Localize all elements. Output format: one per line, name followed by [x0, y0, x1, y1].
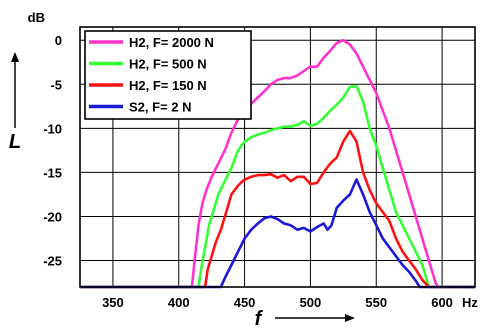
legend-label-2: H2, F= 500 N [129, 57, 207, 72]
legend: H2, F= 2000 N H2, F= 500 N H2, F= 150 N S2,… [84, 30, 252, 120]
axis-labels: fL [9, 52, 355, 329]
x-tick-label: 550 [365, 295, 387, 310]
legend-label-4: S2, F= 2 N [129, 100, 192, 115]
series-line-1 [80, 38, 475, 289]
y-axis-arrowhead [11, 52, 19, 62]
y-tick-label: -10 [43, 121, 62, 136]
x-tick-label: 500 [300, 295, 322, 310]
series-line-2 [80, 84, 475, 289]
y-tick-label: -15 [43, 165, 62, 180]
x-tick-label: 350 [102, 295, 124, 310]
x-tick-label: 400 [168, 295, 190, 310]
plot-frame [79, 26, 476, 288]
series-line-4 [80, 178, 475, 289]
y-tick-label: -20 [43, 209, 62, 224]
y-axis-label: L [9, 131, 21, 153]
series-line-3 [80, 129, 475, 289]
legend-label-3: H2, F= 150 N [129, 78, 207, 93]
legend-label-1: H2, F= 2000 N [129, 35, 214, 50]
series-lines [80, 38, 475, 289]
x-axis-arrowhead [345, 314, 355, 322]
y-unit-label: dB [28, 10, 45, 25]
y-tick-label: -25 [43, 254, 62, 269]
tick-labels: 350 400 450 500 550 600 0 -5 -10 -15 -20 -25 Hz dB [28, 10, 479, 310]
x-tick-label: 600 [431, 295, 453, 310]
x-axis-label: f [255, 308, 264, 329]
legend-box [84, 30, 252, 120]
y-tick-label: -5 [50, 77, 62, 92]
x-tick-label: 450 [234, 295, 256, 310]
y-tick-label: 0 [55, 33, 62, 48]
x-unit-label: Hz [462, 295, 478, 310]
